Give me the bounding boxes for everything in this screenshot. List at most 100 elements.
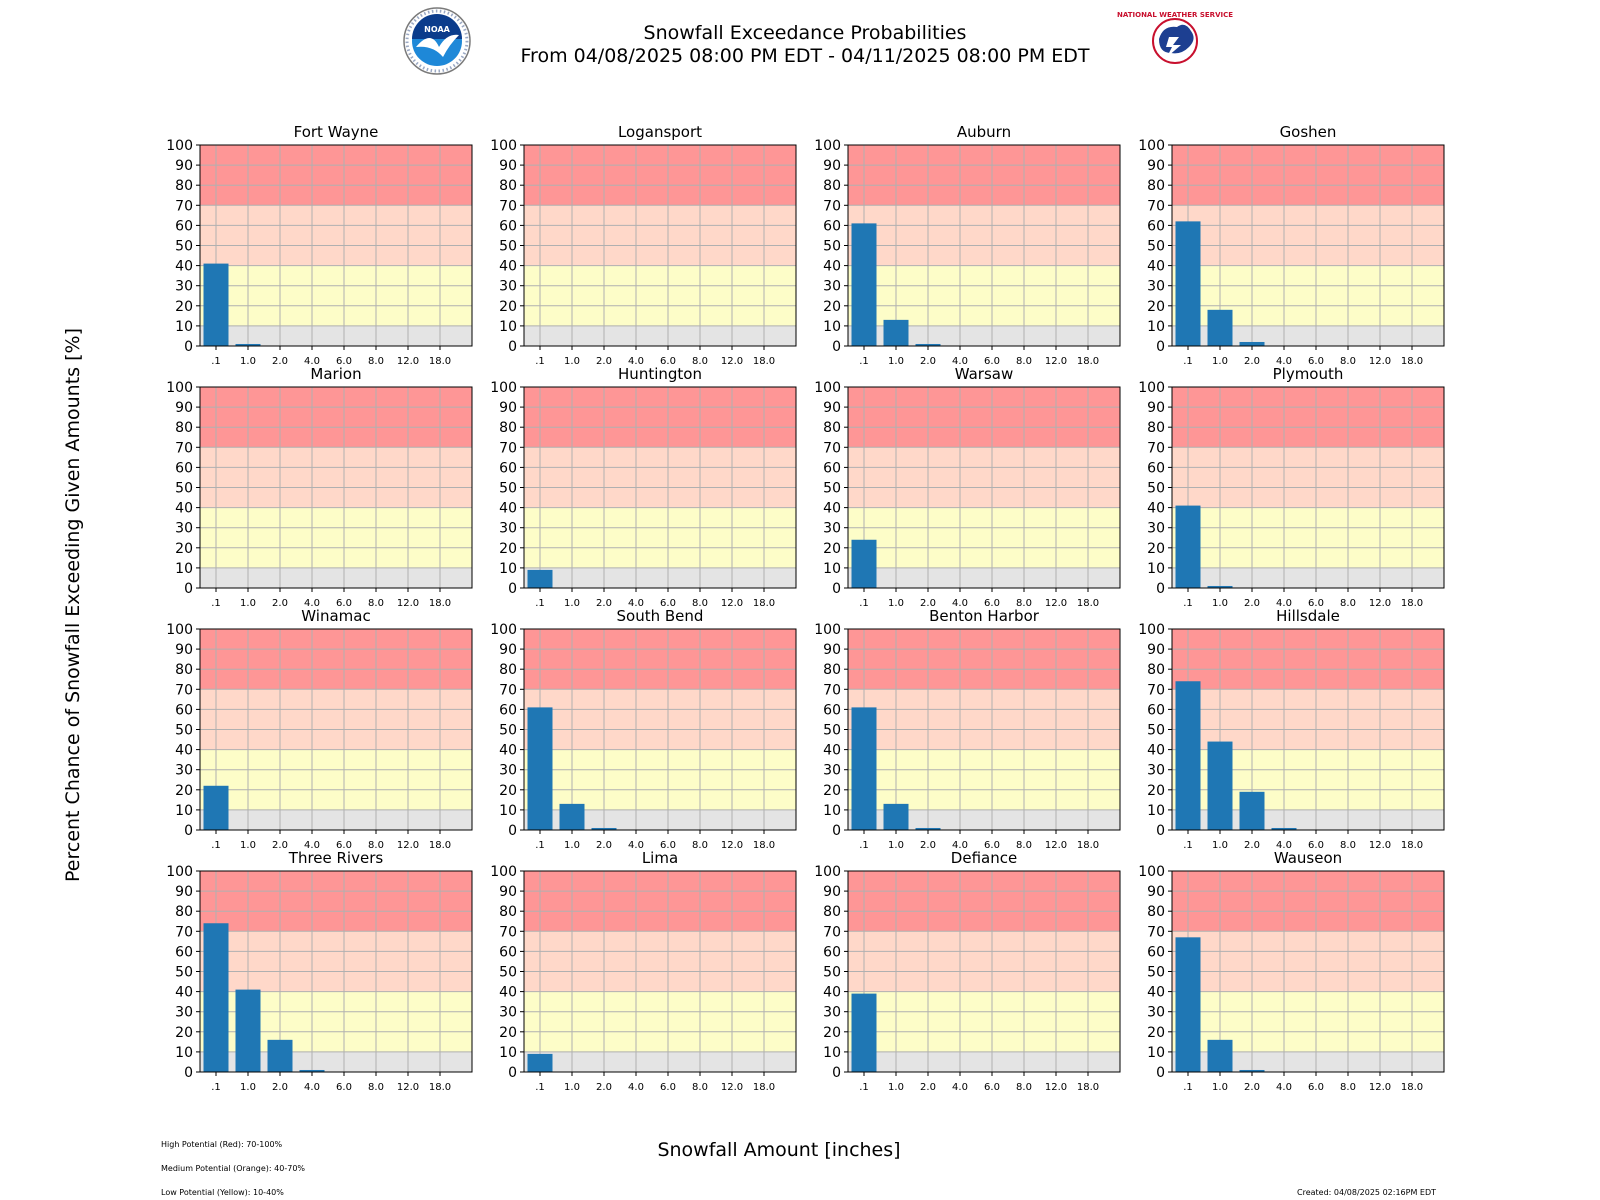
panel-auburn: 0 10 20 30 40 50 60 70 80 90 100 .1 1.0 2.0 4.0 6.0 8.0 1… <box>814 123 1121 367</box>
x-tick-label: 6.0 <box>336 840 352 851</box>
y-tick-label: 90 <box>1147 884 1165 900</box>
y-tick-label: 100 <box>490 622 517 638</box>
y-tick-label: 50 <box>175 723 193 739</box>
y-tick-label: 80 <box>1147 178 1165 194</box>
band-40-70 <box>200 205 472 266</box>
band-10-40 <box>848 991 1120 1052</box>
band-10-40 <box>524 507 796 568</box>
y-tick-label: 10 <box>499 561 517 577</box>
bar-auburn-1.0 <box>883 319 909 346</box>
x-tick-label: 2.0 <box>1244 598 1260 609</box>
x-tick-label: 4.0 <box>1276 1082 1292 1093</box>
x-tick-label: 6.0 <box>660 1082 676 1093</box>
band-0-10 <box>524 325 796 346</box>
band-40-70 <box>1172 205 1444 266</box>
y-tick-label: 70 <box>175 924 193 940</box>
band-40-70 <box>1172 931 1444 992</box>
x-tick-label: 4.0 <box>1276 598 1292 609</box>
y-tick-label: 20 <box>175 299 193 315</box>
y-tick-label: 100 <box>166 622 193 638</box>
panel-winamac: 0 10 20 30 40 50 60 70 80 90 100 .1 1.0 2.0 4.0 6.0 8.0 1… <box>166 607 473 851</box>
nws-logo-icon: NATIONAL WEATHER SERVICE <box>1117 10 1233 72</box>
y-tick-label: 80 <box>823 662 841 678</box>
y-tick-label: 50 <box>175 239 193 255</box>
y-tick-label: 20 <box>823 1025 841 1041</box>
x-tick-label: 4.0 <box>952 356 968 367</box>
band-40-70 <box>200 931 472 992</box>
y-tick-label: 80 <box>175 178 193 194</box>
y-tick-label: 80 <box>499 662 517 678</box>
x-tick-label: 4.0 <box>304 1082 320 1093</box>
band-70-100 <box>524 387 796 448</box>
panel-title: Goshen <box>1280 123 1337 141</box>
x-tick-label: 12.0 <box>1369 1082 1391 1093</box>
y-tick-label: 10 <box>499 319 517 335</box>
band-40-70 <box>524 689 796 750</box>
y-tick-label: 60 <box>175 218 193 234</box>
x-tick-label: 12.0 <box>397 598 419 609</box>
x-tick-label: 6.0 <box>1308 598 1324 609</box>
y-tick-label: 0 <box>508 1065 517 1081</box>
band-70-100 <box>200 629 472 690</box>
y-tick-label: 20 <box>175 1025 193 1041</box>
y-tick-label: 70 <box>823 924 841 940</box>
y-tick-label: 100 <box>814 622 841 638</box>
x-tick-label: 18.0 <box>1401 840 1423 851</box>
x-tick-label: 6.0 <box>336 598 352 609</box>
band-0-10 <box>848 325 1120 346</box>
y-tick-label: 10 <box>499 803 517 819</box>
y-tick-label: 60 <box>823 944 841 960</box>
x-tick-label: 18.0 <box>1401 598 1423 609</box>
y-tick-label: 20 <box>499 1025 517 1041</box>
band-40-70 <box>524 931 796 992</box>
x-tick-label: 1.0 <box>1212 598 1228 609</box>
x-tick-label: 8.0 <box>692 598 708 609</box>
y-tick-label: 90 <box>175 400 193 416</box>
x-tick-label: .1 <box>859 356 869 367</box>
nws-logo-text: NATIONAL WEATHER SERVICE <box>1117 11 1233 19</box>
y-tick-label: 50 <box>1147 239 1165 255</box>
x-tick-label: 18.0 <box>1077 356 1099 367</box>
x-tick-label: 4.0 <box>304 840 320 851</box>
y-tick-label: 60 <box>823 702 841 718</box>
y-tick-label: 100 <box>490 380 517 396</box>
legend-high-text: High Potential (Red): 70-100% <box>161 1140 283 1149</box>
x-tick-label: 18.0 <box>1077 598 1099 609</box>
y-tick-label: 20 <box>499 299 517 315</box>
y-tick-label: 50 <box>175 481 193 497</box>
x-tick-label: 18.0 <box>1077 1082 1099 1093</box>
y-tick-label: 40 <box>499 259 517 275</box>
band-0-10 <box>524 809 796 830</box>
y-tick-label: 0 <box>184 581 193 597</box>
band-40-70 <box>200 689 472 750</box>
x-tick-label: 12.0 <box>721 356 743 367</box>
band-10-40 <box>848 507 1120 568</box>
y-tick-label: 90 <box>1147 642 1165 658</box>
bar-fort-wayne-.1 <box>203 263 229 346</box>
y-tick-label: 20 <box>823 299 841 315</box>
y-tick-label: 40 <box>175 985 193 1001</box>
y-tick-label: 70 <box>823 198 841 214</box>
y-tick-label: 40 <box>175 259 193 275</box>
x-tick-label: 2.0 <box>1244 1082 1260 1093</box>
y-tick-label: 50 <box>499 723 517 739</box>
x-tick-label: 12.0 <box>1045 1082 1067 1093</box>
x-tick-label: 12.0 <box>1045 598 1067 609</box>
x-tick-label: 2.0 <box>272 356 288 367</box>
y-tick-label: 30 <box>823 521 841 537</box>
x-tick-label: 12.0 <box>397 1082 419 1093</box>
panel-title: Warsaw <box>955 365 1014 383</box>
y-tick-label: 10 <box>1147 1045 1165 1061</box>
x-tick-label: 4.0 <box>952 840 968 851</box>
bar-hillsdale-4.0 <box>1271 827 1297 830</box>
y-tick-label: 100 <box>166 864 193 880</box>
panel-defiance: 0 10 20 30 40 50 60 70 80 90 100 .1 1.0 2.0 4.0 6.0 8.0 1… <box>814 849 1121 1093</box>
x-tick-label: .1 <box>535 598 545 609</box>
x-tick-label: 8.0 <box>1340 1082 1356 1093</box>
x-tick-label: 2.0 <box>272 1082 288 1093</box>
x-axis-label: Snowfall Amount [inches] <box>657 1139 900 1161</box>
y-tick-label: 60 <box>1147 218 1165 234</box>
y-tick-label: 30 <box>499 763 517 779</box>
x-tick-label: 18.0 <box>753 598 775 609</box>
